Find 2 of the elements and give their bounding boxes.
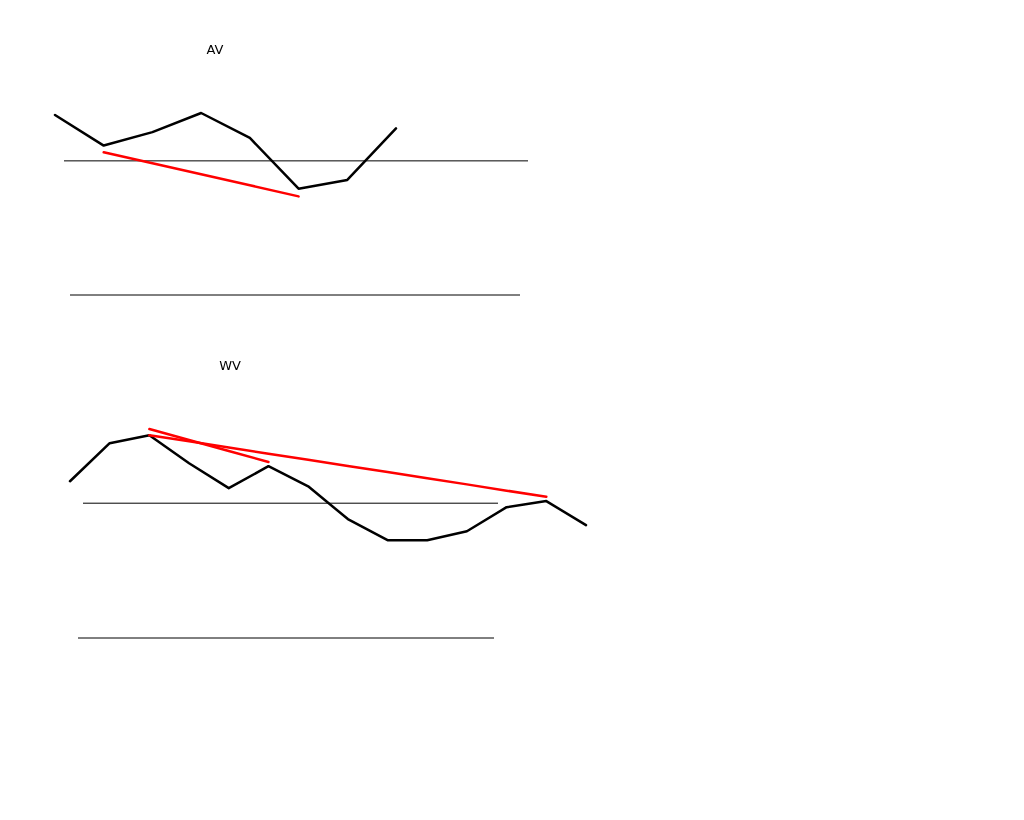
chart-title: AV [206, 42, 224, 57]
chart-title: WV [219, 358, 241, 373]
